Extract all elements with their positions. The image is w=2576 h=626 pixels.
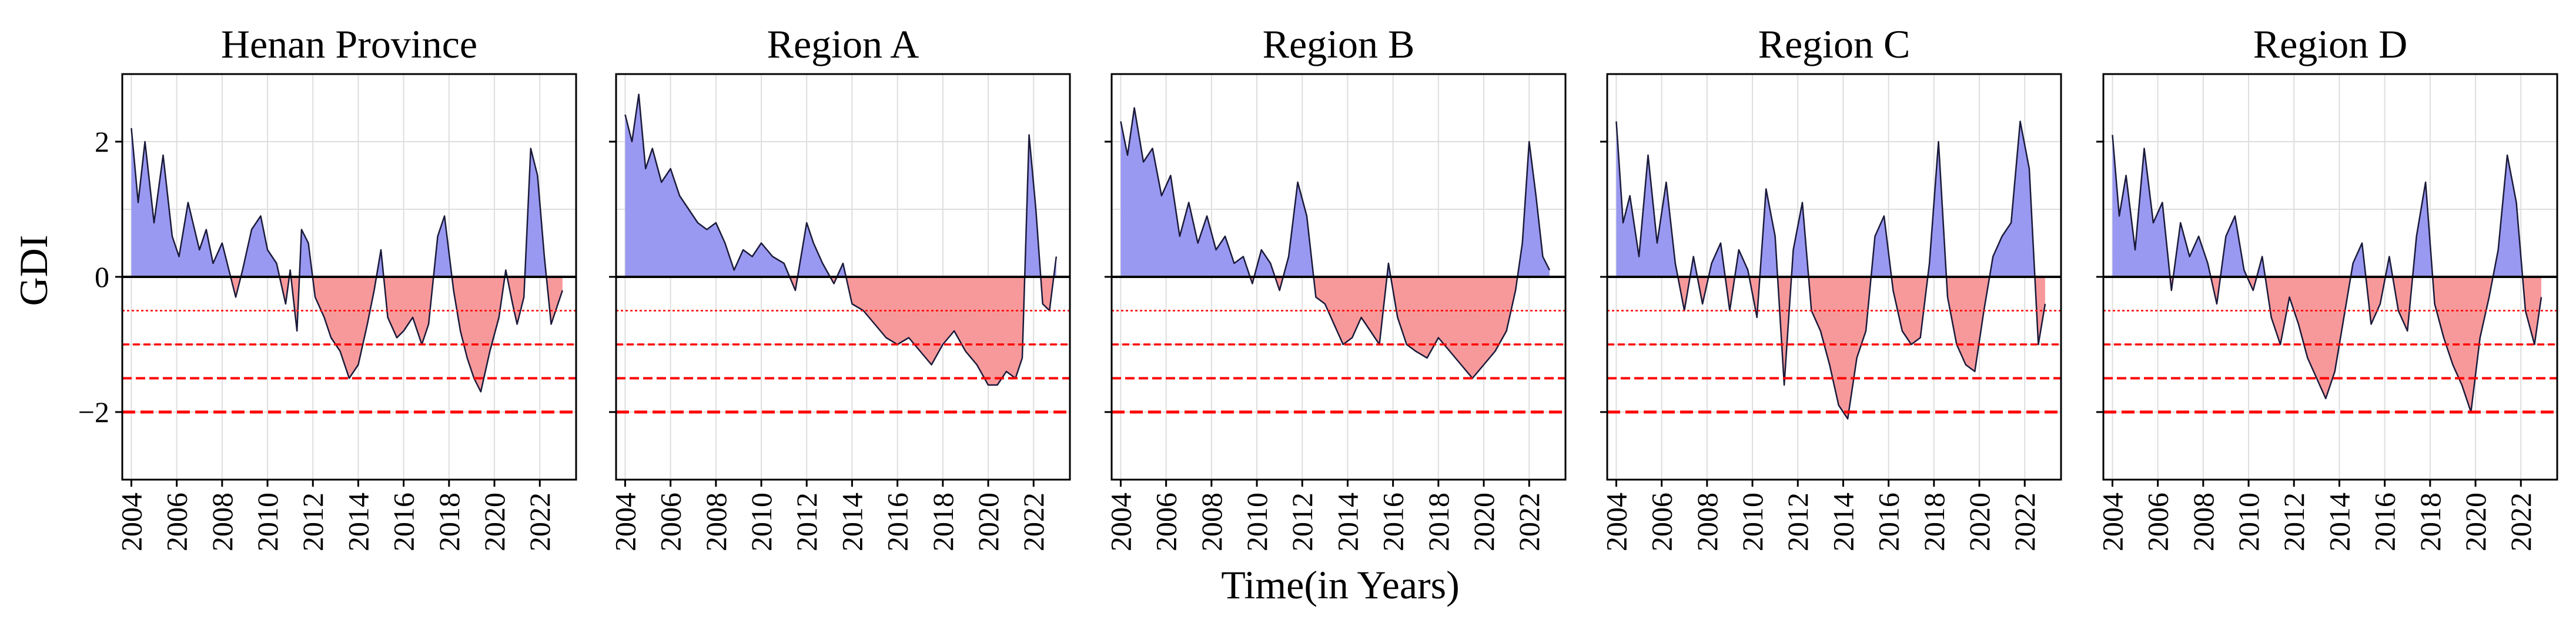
gdi-series-line xyxy=(1120,107,1551,379)
x-tick-label: 2004 xyxy=(1600,493,1632,551)
negative-area xyxy=(1120,277,1550,379)
negative-area xyxy=(1616,277,2045,419)
panel-4: Region C 2004 2006 2008 2010 2012 2014 2016 2018… xyxy=(1600,22,2062,551)
x-tick-label: 2012 xyxy=(1781,493,1814,551)
x-tick-label: 2018 xyxy=(1422,493,1455,551)
x-tick-label: 2006 xyxy=(2142,493,2174,551)
positive-area xyxy=(2112,135,2541,277)
gdi-series-line xyxy=(624,93,1058,386)
panel-title: Region D xyxy=(2253,22,2408,66)
x-tick-label: 2014 xyxy=(835,493,868,551)
y-tick-label: 2 xyxy=(95,125,109,158)
x-tick-label: 2006 xyxy=(1150,493,1183,551)
x-tick-label: 2008 xyxy=(206,493,239,551)
x-tick-label: 2020 xyxy=(972,493,1005,551)
x-tick-label: 2018 xyxy=(1918,493,1951,551)
x-tick-label: 2016 xyxy=(387,493,420,551)
x-tick-label: 2006 xyxy=(160,493,193,551)
x-tick-label: 2020 xyxy=(2459,493,2492,551)
panel-title: Region A xyxy=(767,22,919,66)
x-tick-label: 2008 xyxy=(1691,493,1724,551)
x-tick-label: 2010 xyxy=(745,493,778,551)
x-tick-label: 2016 xyxy=(2368,493,2401,551)
positive-area xyxy=(131,128,563,277)
negative-area xyxy=(131,277,563,392)
area-group xyxy=(624,93,1058,386)
area-group xyxy=(2112,135,2542,413)
positive-area xyxy=(1120,108,1550,277)
panel-3: Region B 2004 2006 2008 2010 2012 2014 2016 2018… xyxy=(1104,22,1567,551)
x-tick-label: 2014 xyxy=(342,493,374,551)
positive-area xyxy=(1616,121,2045,277)
x-tick-label: 2016 xyxy=(1872,493,1905,551)
x-tick-label: 2006 xyxy=(1645,493,1678,551)
y-tick-label: 0 xyxy=(95,260,109,293)
x-tick-label: 2014 xyxy=(1331,493,1364,551)
panel-title: Region C xyxy=(1758,22,1911,66)
x-tick-label: 2004 xyxy=(2096,493,2129,551)
x-tick-label: 2020 xyxy=(1963,493,1996,551)
x-tick-label: 2020 xyxy=(478,493,511,551)
area-group xyxy=(1615,120,2046,420)
x-tick-label: 2014 xyxy=(2323,493,2356,551)
x-tick-label: 2012 xyxy=(2277,493,2310,551)
x-tick-label: 2018 xyxy=(433,493,466,551)
negative-area xyxy=(625,277,1056,385)
x-tick-label: 2016 xyxy=(881,493,914,551)
panel-title: Henan Province xyxy=(221,22,477,66)
x-tick-label: 2008 xyxy=(2187,493,2220,551)
x-tick-label: 2008 xyxy=(700,493,732,551)
x-tick-label: 2012 xyxy=(790,493,823,551)
x-tick-label: 2010 xyxy=(1240,493,1273,551)
x-tick-label: 2022 xyxy=(1513,493,1545,551)
x-tick-label: 2010 xyxy=(251,493,284,551)
gdi-series-line xyxy=(1615,120,2046,420)
x-tick-label: 2022 xyxy=(1017,493,1050,551)
panel-2: Region A 2004 2006 2008 2010 2012 2014 2016 2018… xyxy=(608,22,1071,551)
x-tick-label: 2010 xyxy=(1736,493,1769,551)
x-tick-label: 2004 xyxy=(115,493,148,551)
x-tick-label: 2014 xyxy=(1826,493,1859,551)
x-axis-label: Time(in Years) xyxy=(1221,563,1460,607)
gdi-series-line xyxy=(131,128,564,393)
x-tick-label: 2022 xyxy=(523,493,556,551)
x-tick-label: 2008 xyxy=(1195,493,1228,551)
x-tick-label: 2022 xyxy=(2504,493,2537,551)
x-tick-label: 2012 xyxy=(296,493,329,551)
x-tick-label: 2016 xyxy=(1377,493,1410,551)
panel-title: Region B xyxy=(1263,22,1415,66)
x-tick-label: 2018 xyxy=(2414,493,2447,551)
y-axis-label: GDI xyxy=(11,235,56,306)
positive-area xyxy=(625,94,1056,277)
y-tick-label: −2 xyxy=(78,396,109,429)
panel-5: Region D 2004 2006 2008 2010 2012 2014 2016 2018… xyxy=(2096,22,2558,551)
x-tick-label: 2004 xyxy=(1104,493,1137,551)
area-group xyxy=(131,128,564,393)
x-tick-label: 2004 xyxy=(608,493,641,551)
area-group xyxy=(1120,107,1551,379)
x-tick-label: 2010 xyxy=(2232,493,2265,551)
x-tick-label: 2022 xyxy=(2008,493,2041,551)
x-tick-label: 2012 xyxy=(1286,493,1319,551)
x-tick-label: 2018 xyxy=(926,493,959,551)
x-tick-label: 2006 xyxy=(654,493,687,551)
x-tick-label: 2020 xyxy=(1467,493,1500,551)
